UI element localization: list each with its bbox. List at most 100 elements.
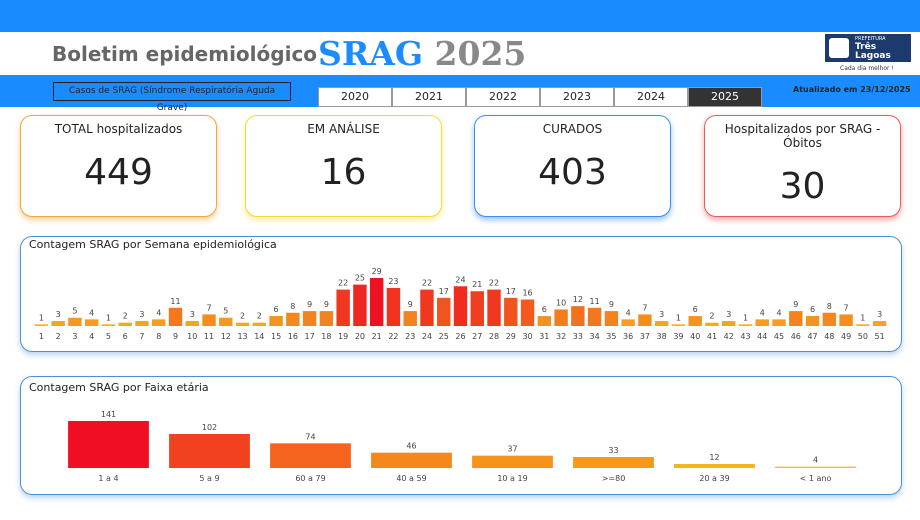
x-tick-label: 28 xyxy=(489,332,499,341)
x-tick-label: 44 xyxy=(757,332,767,341)
data-label: 7 xyxy=(642,303,647,312)
bar xyxy=(705,322,719,326)
x-tick-label: 48 xyxy=(824,332,834,341)
bar xyxy=(84,319,99,326)
data-label: 1 xyxy=(860,313,865,322)
data-label: 4 xyxy=(813,456,818,465)
headline-year: 2025 xyxy=(434,34,527,73)
bar xyxy=(755,319,769,326)
data-label: 7 xyxy=(206,303,211,312)
data-label: 102 xyxy=(202,423,217,432)
data-label: 17 xyxy=(439,287,449,296)
bar xyxy=(722,321,736,326)
data-label: 16 xyxy=(522,289,532,298)
data-label: 74 xyxy=(305,432,315,441)
year-tab[interactable]: 2023 xyxy=(540,87,614,107)
kpi-label: EM ANÁLISE xyxy=(307,122,380,136)
bar xyxy=(270,443,351,468)
bar xyxy=(371,452,452,468)
logo-line2: Três Lagoas xyxy=(855,42,891,61)
logo-line1: PREFEITURA xyxy=(855,36,886,42)
data-label: 17 xyxy=(506,287,516,296)
data-label: 7 xyxy=(844,303,849,312)
x-tick-label: 1 a 4 xyxy=(98,474,118,483)
x-tick-label: 25 xyxy=(439,332,449,341)
x-tick-label: 39 xyxy=(673,332,683,341)
x-tick-label: 18 xyxy=(321,332,331,341)
x-tick-label: 20 a 39 xyxy=(699,474,729,483)
bar xyxy=(805,316,820,326)
bar xyxy=(688,316,702,326)
bar xyxy=(152,319,166,326)
x-tick-label: 24 xyxy=(422,332,432,341)
x-tick-label: 15 xyxy=(271,332,281,341)
data-label: 21 xyxy=(472,280,482,289)
bar xyxy=(437,297,451,326)
data-label: 37 xyxy=(507,445,517,454)
data-label: 6 xyxy=(810,305,815,314)
kpi-card: EM ANÁLISE 16 xyxy=(245,115,442,217)
data-label: 3 xyxy=(877,310,882,319)
bar xyxy=(34,324,49,326)
bar xyxy=(302,311,317,326)
year-tab[interactable]: 2021 xyxy=(392,87,466,107)
bar xyxy=(822,312,837,326)
year-tab[interactable]: 2025 xyxy=(688,87,762,107)
data-label: 3 xyxy=(139,310,144,319)
data-label: 9 xyxy=(408,300,413,309)
data-label: 2 xyxy=(240,312,245,321)
bar xyxy=(674,464,755,468)
data-label: 11 xyxy=(590,297,600,306)
updated: Atualizado em 23/12/2025 xyxy=(793,85,911,94)
year-tab[interactable]: 2020 xyxy=(318,87,392,107)
logo-icon xyxy=(829,38,849,58)
x-tick-label: 41 xyxy=(707,332,717,341)
data-label: 2 xyxy=(257,312,262,321)
bar xyxy=(856,324,870,326)
data-label: 33 xyxy=(608,446,618,455)
data-label: 24 xyxy=(455,275,465,284)
headline: SRAG 2025 xyxy=(318,34,526,73)
x-tick-label: 2 xyxy=(56,332,61,341)
kpi-label: TOTAL hospitalizados xyxy=(54,122,183,136)
data-label: 5 xyxy=(72,307,77,316)
data-label: 12 xyxy=(573,295,583,304)
x-tick-label: 10 xyxy=(187,332,197,341)
x-tick-label: 6 xyxy=(123,332,128,341)
data-label: 9 xyxy=(793,300,798,309)
bar xyxy=(789,311,803,326)
data-label: 1 xyxy=(39,313,44,322)
data-label: 4 xyxy=(760,308,765,317)
data-label: 22 xyxy=(422,279,432,288)
data-label: 1 xyxy=(743,313,748,322)
bar xyxy=(353,284,367,326)
x-tick-label: 47 xyxy=(807,332,817,341)
year-tab[interactable]: 2024 xyxy=(614,87,688,107)
data-label: 1 xyxy=(676,313,681,322)
x-tick-label: 7 xyxy=(139,332,144,341)
bar xyxy=(118,322,132,326)
title: Boletim epidemiológico xyxy=(52,42,318,66)
bar xyxy=(621,319,635,326)
x-tick-label: 3 xyxy=(72,332,77,341)
x-tick-label: 20 xyxy=(355,332,365,341)
x-tick-label: 10 a 19 xyxy=(497,474,527,483)
data-label: 3 xyxy=(190,310,195,319)
kpi-value: 16 xyxy=(320,152,367,193)
bar xyxy=(587,307,602,326)
filter-label: Casos de SRAG (Síndrome Respiratória Agu… xyxy=(53,82,291,113)
data-label: 3 xyxy=(726,310,731,319)
year-tab[interactable]: 2022 xyxy=(466,87,540,107)
data-label: 6 xyxy=(542,305,547,314)
data-label: 12 xyxy=(709,453,719,462)
x-tick-label: 37 xyxy=(640,332,650,341)
x-tick-label: 51 xyxy=(875,332,885,341)
x-tick-label: 19 xyxy=(338,332,348,341)
data-label: 29 xyxy=(372,267,382,276)
x-tick-label: 40 a 59 xyxy=(396,474,426,483)
chart-title: Contagem SRAG por Semana epidemiológica xyxy=(29,238,277,251)
x-tick-label: 11 xyxy=(204,332,214,341)
bar xyxy=(504,297,518,326)
x-tick-label: 26 xyxy=(455,332,465,341)
data-label: 2 xyxy=(123,312,128,321)
